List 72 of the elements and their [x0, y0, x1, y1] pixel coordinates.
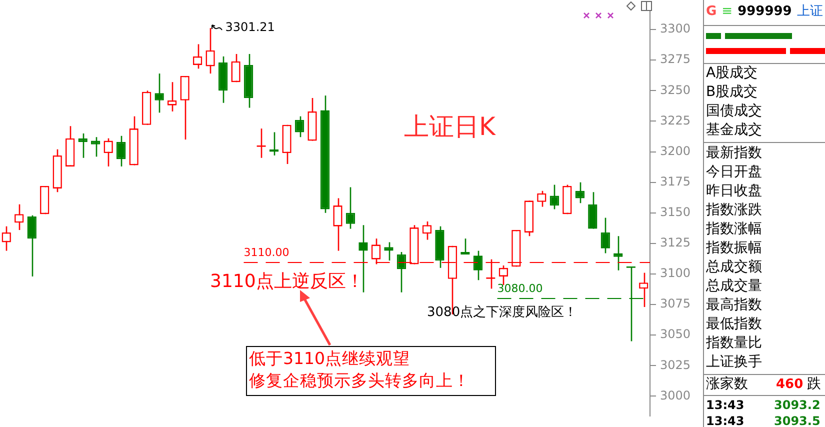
candlestick — [614, 235, 623, 271]
text: 指数涨幅 — [706, 221, 762, 237]
annotation: 3301.21 — [225, 20, 275, 34]
y-tick-label: 3275 — [660, 52, 691, 66]
text: 昨日收盘 — [706, 183, 762, 199]
candlestick — [206, 27, 215, 74]
annotation: 修复企稳预示多头转多向上！ — [249, 370, 471, 392]
y-tick-label: 3050 — [660, 327, 691, 342]
candlestick — [384, 242, 394, 262]
text: 最低指数 — [706, 316, 762, 332]
y-tick-label: 3100 — [660, 266, 691, 280]
candlestick — [180, 75, 190, 140]
candlestick — [588, 191, 598, 230]
text: 指数涨跌 — [706, 202, 762, 218]
text: 指数振幅 — [706, 240, 762, 256]
annotation: 3110点上逆反区！ — [210, 271, 364, 292]
text: B股成交 — [706, 84, 758, 100]
candlestick — [600, 217, 610, 254]
text: 指数量比 — [706, 335, 762, 351]
text: ≡ — [722, 4, 733, 19]
y-tick-label: 3300 — [660, 22, 691, 36]
text: 涨家数 — [706, 376, 749, 392]
candlestick — [575, 182, 584, 204]
y-tick-label: 3025 — [660, 358, 691, 372]
candlestick — [167, 81, 177, 112]
candlestick — [27, 214, 36, 278]
y-tick-label: 3125 — [660, 236, 691, 250]
candlestick — [333, 198, 342, 252]
y-tick-label: 3000 — [660, 388, 691, 402]
candlestick — [192, 44, 202, 70]
y-tick-label: 3175 — [660, 174, 691, 188]
text: 总成交量 — [706, 278, 762, 294]
candlestick — [78, 132, 88, 159]
text: 基金成交 — [706, 122, 762, 138]
candlestick — [639, 272, 648, 308]
candlestick — [231, 53, 240, 83]
candlestick — [14, 204, 24, 231]
text: 3093.5 — [774, 414, 820, 427]
text: 3093.2 — [774, 398, 820, 412]
candlestick — [358, 224, 368, 293]
candlestick — [116, 135, 126, 168]
text: 13:43 — [706, 398, 746, 412]
text: 13:43 — [706, 414, 746, 427]
ref-line-label: 3110.00 — [244, 246, 290, 259]
y-tick-label: 3225 — [660, 113, 691, 128]
y-tick-label: 3075 — [660, 296, 691, 311]
text: 上证日K — [404, 112, 496, 141]
text: 国债成交 — [706, 103, 762, 119]
text: 总成交额 — [706, 259, 762, 275]
candlestick — [294, 116, 304, 138]
candlestick — [154, 72, 164, 114]
text: 上证换手 — [706, 354, 762, 370]
y-tick-label: 3250 — [660, 82, 691, 97]
candlestick — [91, 136, 100, 158]
text: A股成交 — [706, 65, 758, 81]
text: 460 — [776, 377, 804, 392]
candlestick — [460, 238, 470, 256]
y-tick-label: 3150 — [660, 205, 691, 220]
ref-line-label: 3080.00 — [497, 282, 543, 295]
text: G — [706, 4, 717, 19]
text: 最高指数 — [706, 297, 762, 313]
text: 今日开盘 — [706, 164, 762, 180]
candlestick — [396, 251, 406, 293]
text: 跌 — [807, 376, 822, 392]
y-tick-label: 3200 — [660, 144, 691, 158]
candlestick — [550, 184, 559, 210]
text: 999999 — [738, 4, 792, 19]
annotation: 低于3110点继续观望 — [249, 348, 411, 370]
annotation: 3080点之下深度风险区！ — [427, 305, 578, 320]
candlestick — [346, 186, 356, 230]
text: 最新指数 — [706, 145, 762, 161]
text: 上证 — [796, 4, 823, 19]
